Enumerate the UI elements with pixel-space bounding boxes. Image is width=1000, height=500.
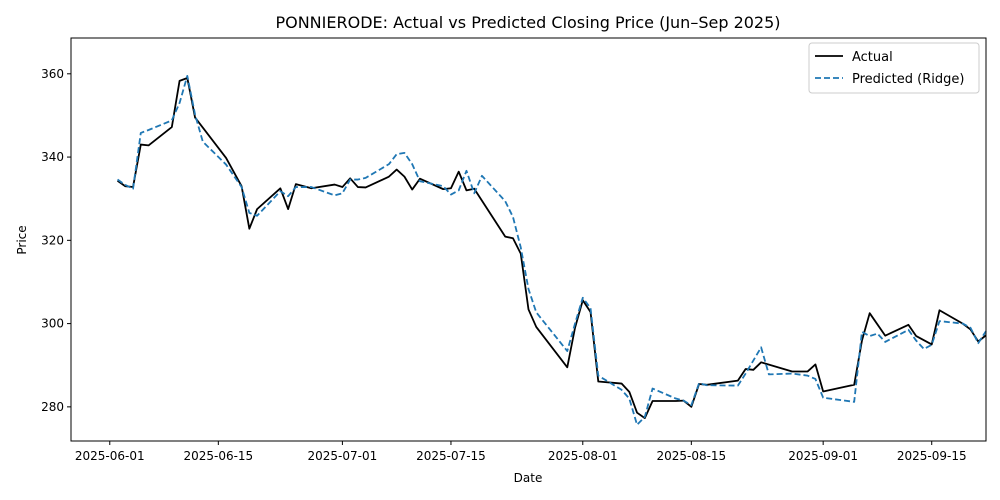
- plot-series: [117, 74, 987, 426]
- x-axis-label: Date: [514, 471, 543, 485]
- y-tick-label: 320: [41, 233, 64, 247]
- x-tick-label: 2025-06-01: [75, 449, 145, 463]
- y-tick-label: 360: [41, 67, 64, 81]
- plot-frame: [70, 37, 987, 442]
- legend-label-actual: Actual: [852, 50, 893, 65]
- x-tick-label: 2025-06-15: [183, 449, 253, 463]
- x-axis: 2025-06-01 2025-06-15 2025-07-01 2025-07-15…: [75, 441, 967, 463]
- y-axis-label: Price: [15, 225, 29, 254]
- x-tick-label: 2025-09-01: [788, 449, 858, 463]
- y-axis: 280 300 320 340 360: [41, 67, 71, 414]
- x-tick-label: 2025-08-15: [656, 449, 726, 463]
- legend-label-predicted: Predicted (Ridge): [852, 72, 964, 87]
- y-tick-label: 300: [41, 317, 64, 331]
- y-tick-label: 340: [41, 150, 64, 164]
- legend-box: [808, 42, 980, 94]
- x-tick-label: 2025-09-15: [897, 449, 967, 463]
- x-tick-label: 2025-07-01: [308, 449, 378, 463]
- y-tick-label: 280: [41, 400, 64, 414]
- series-line-predicted-ridge: [117, 74, 987, 426]
- x-tick-label: 2025-08-01: [548, 449, 618, 463]
- chart-title: PONNIERODE: Actual vs Predicted Closing …: [275, 13, 780, 32]
- legend: Actual Predicted (Ridge): [808, 42, 980, 94]
- x-tick-label: 2025-07-15: [416, 449, 486, 463]
- series-line-actual: [117, 77, 987, 419]
